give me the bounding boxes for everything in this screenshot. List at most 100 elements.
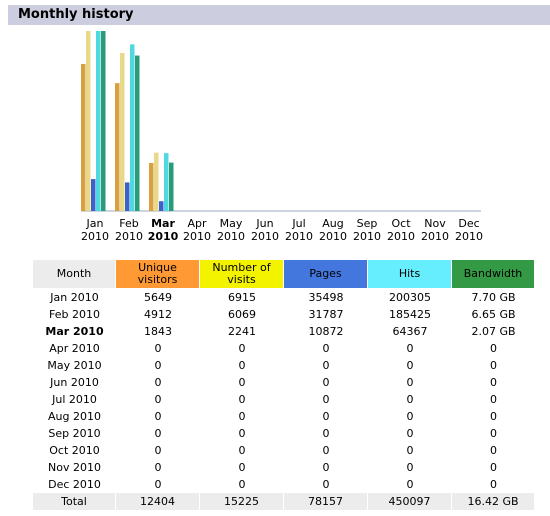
month-cell: Nov 2010: [48, 461, 101, 474]
value-cell: 0: [406, 427, 414, 440]
total-cell: 450097: [368, 493, 452, 510]
value-cell: 6.65 GB: [471, 308, 516, 321]
year-label: 2010: [353, 230, 381, 243]
year-label: 2010: [115, 230, 143, 243]
year-label: 2010: [387, 230, 415, 243]
value-cell: 0: [406, 478, 414, 491]
value-cell: 185425: [389, 308, 431, 321]
value-cell: 0: [238, 342, 246, 355]
column-header: Unique visitors: [116, 260, 200, 288]
value-cell: 0: [490, 478, 497, 491]
month-label: Aug: [322, 217, 343, 230]
value-cell: 0: [322, 461, 330, 474]
value-cell: 0: [322, 393, 330, 406]
value-cell: 0: [406, 359, 414, 372]
value-cell: 0: [406, 444, 414, 457]
year-label: 2010: [183, 230, 211, 243]
value-cell: 0: [238, 393, 246, 406]
month-label: Jun: [255, 217, 273, 230]
value-cell: 0: [490, 410, 497, 423]
value-cell: 0: [322, 376, 330, 389]
value-cell: 0: [238, 359, 246, 372]
month-cell: Apr 2010: [49, 342, 100, 355]
year-label: 2010: [421, 230, 449, 243]
bar: [130, 44, 135, 211]
month-cell: Sep 2010: [48, 427, 101, 440]
bar: [135, 55, 140, 211]
value-cell: 0: [154, 393, 162, 406]
column-header: Number of visits: [200, 260, 284, 288]
value-cell: 0: [154, 359, 162, 372]
month-label: May: [220, 217, 243, 230]
month-cell: May 2010: [47, 359, 102, 372]
value-cell: 10872: [308, 325, 344, 338]
value-cell: 0: [238, 376, 246, 389]
column-header: Bandwidth: [452, 260, 535, 288]
month-label: Feb: [119, 217, 138, 230]
year-label: 2010: [455, 230, 483, 243]
bar: [169, 162, 174, 211]
value-cell: 0: [238, 444, 246, 457]
value-cell: 0: [490, 393, 497, 406]
value-cell: 6915: [228, 291, 256, 304]
month-label: Apr: [187, 217, 207, 230]
year-label: 2010: [148, 230, 179, 243]
month-label: Mar: [151, 217, 175, 230]
value-cell: 2241: [228, 325, 256, 338]
value-cell: 0: [238, 478, 246, 491]
value-cell: 0: [154, 461, 162, 474]
month-label: Dec: [458, 217, 479, 230]
column-header: Hits: [368, 260, 452, 288]
bar: [164, 153, 169, 211]
value-cell: 2.07 GB: [471, 325, 516, 338]
value-cell: 35498: [308, 291, 344, 304]
value-cell: 0: [406, 393, 414, 406]
bar: [86, 31, 91, 211]
month-cell: Mar 2010: [45, 325, 104, 338]
value-cell: 0: [406, 342, 414, 355]
value-cell: 0: [406, 410, 414, 423]
value-cell: 0: [322, 359, 330, 372]
month-cell: Jan 2010: [50, 291, 99, 304]
column-header: Pages: [284, 260, 368, 288]
value-cell: 0: [490, 359, 497, 372]
month-label: Jan: [86, 217, 104, 230]
value-cell: 0: [154, 478, 162, 491]
value-cell: 5649: [144, 291, 172, 304]
value-cell: 0: [406, 461, 414, 474]
total-cell: 15225: [200, 493, 284, 510]
value-cell: 0: [322, 478, 330, 491]
month-cell: Feb 2010: [49, 308, 100, 321]
month-cell: Jul 2010: [52, 393, 97, 406]
month-label: Sep: [357, 217, 378, 230]
value-cell: 0: [490, 444, 497, 457]
bar: [101, 31, 106, 211]
year-label: 2010: [251, 230, 279, 243]
month-label: Jul: [291, 217, 305, 230]
month-cell: Aug 2010: [48, 410, 101, 423]
value-cell: 0: [154, 410, 162, 423]
value-cell: 0: [322, 444, 330, 457]
month-cell: Jun 2010: [50, 376, 99, 389]
total-cell: 16.42 GB: [452, 493, 535, 510]
value-cell: 0: [322, 410, 330, 423]
year-label: 2010: [319, 230, 347, 243]
value-cell: 7.70 GB: [471, 291, 516, 304]
value-cell: 0: [154, 444, 162, 457]
value-cell: 0: [238, 427, 246, 440]
bar: [159, 201, 164, 211]
value-cell: 0: [406, 376, 414, 389]
total-cell: Total: [33, 493, 116, 510]
column-header: Month: [33, 260, 116, 288]
year-label: 2010: [81, 230, 109, 243]
bar: [154, 152, 159, 211]
total-cell: 12404: [116, 493, 200, 510]
bar: [115, 83, 120, 211]
year-label: 2010: [285, 230, 313, 243]
value-cell: 64367: [392, 325, 428, 338]
bar: [81, 63, 86, 211]
value-cell: 0: [154, 376, 162, 389]
value-cell: 0: [490, 427, 497, 440]
total-cell: 78157: [284, 493, 368, 510]
